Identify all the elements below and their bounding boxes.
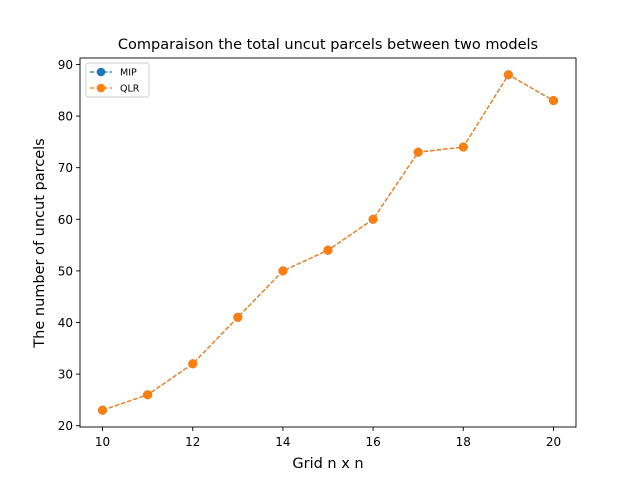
x-tick-label: 16 (365, 435, 380, 449)
x-tick-label: 10 (95, 435, 110, 449)
data-point-qlr (548, 96, 559, 106)
data-point-qlr (97, 405, 108, 415)
data-point-qlr (503, 70, 513, 80)
x-tick-label: 20 (546, 435, 561, 449)
y-tick-label: 90 (58, 58, 73, 72)
data-point-qlr (413, 147, 423, 157)
x-axis-label: Grid n x n (292, 456, 363, 472)
legend-label-qlr: QLR (120, 84, 140, 95)
y-tick-label: 50 (58, 264, 73, 278)
legend-marker-qlr (96, 83, 106, 93)
y-tick-label: 70 (58, 161, 73, 175)
data-point-qlr (233, 312, 243, 322)
plot-area: 10 12 14 16 18 20 20 30 40 50 60 70 80 90 MIP QLR (58, 57, 577, 449)
x-tick-label: 12 (185, 435, 200, 449)
y-tick-label: 40 (58, 316, 73, 330)
legend-box (85, 62, 150, 98)
data-point-qlr (458, 142, 468, 152)
y-tick-label: 30 (58, 368, 73, 382)
data-point-qlr (323, 245, 333, 255)
y-tick-label: 20 (58, 419, 73, 433)
x-tick-label: 14 (275, 435, 290, 449)
chart-title: Comparaison the total uncut parcels betw… (118, 37, 538, 53)
y-tick-label: 80 (58, 110, 73, 124)
legend-marker-mip (96, 67, 106, 77)
data-point-qlr (188, 359, 198, 369)
y-tick-label: 60 (58, 213, 73, 227)
y-axis-label: The number of uncut parcels (32, 138, 48, 348)
data-point-qlr (278, 266, 288, 276)
data-point-qlr (368, 214, 378, 224)
axes-frame (79, 57, 577, 428)
x-tick-label: 18 (456, 435, 471, 449)
legend-label-mip: MIP (120, 68, 137, 79)
data-point-qlr (143, 390, 153, 400)
